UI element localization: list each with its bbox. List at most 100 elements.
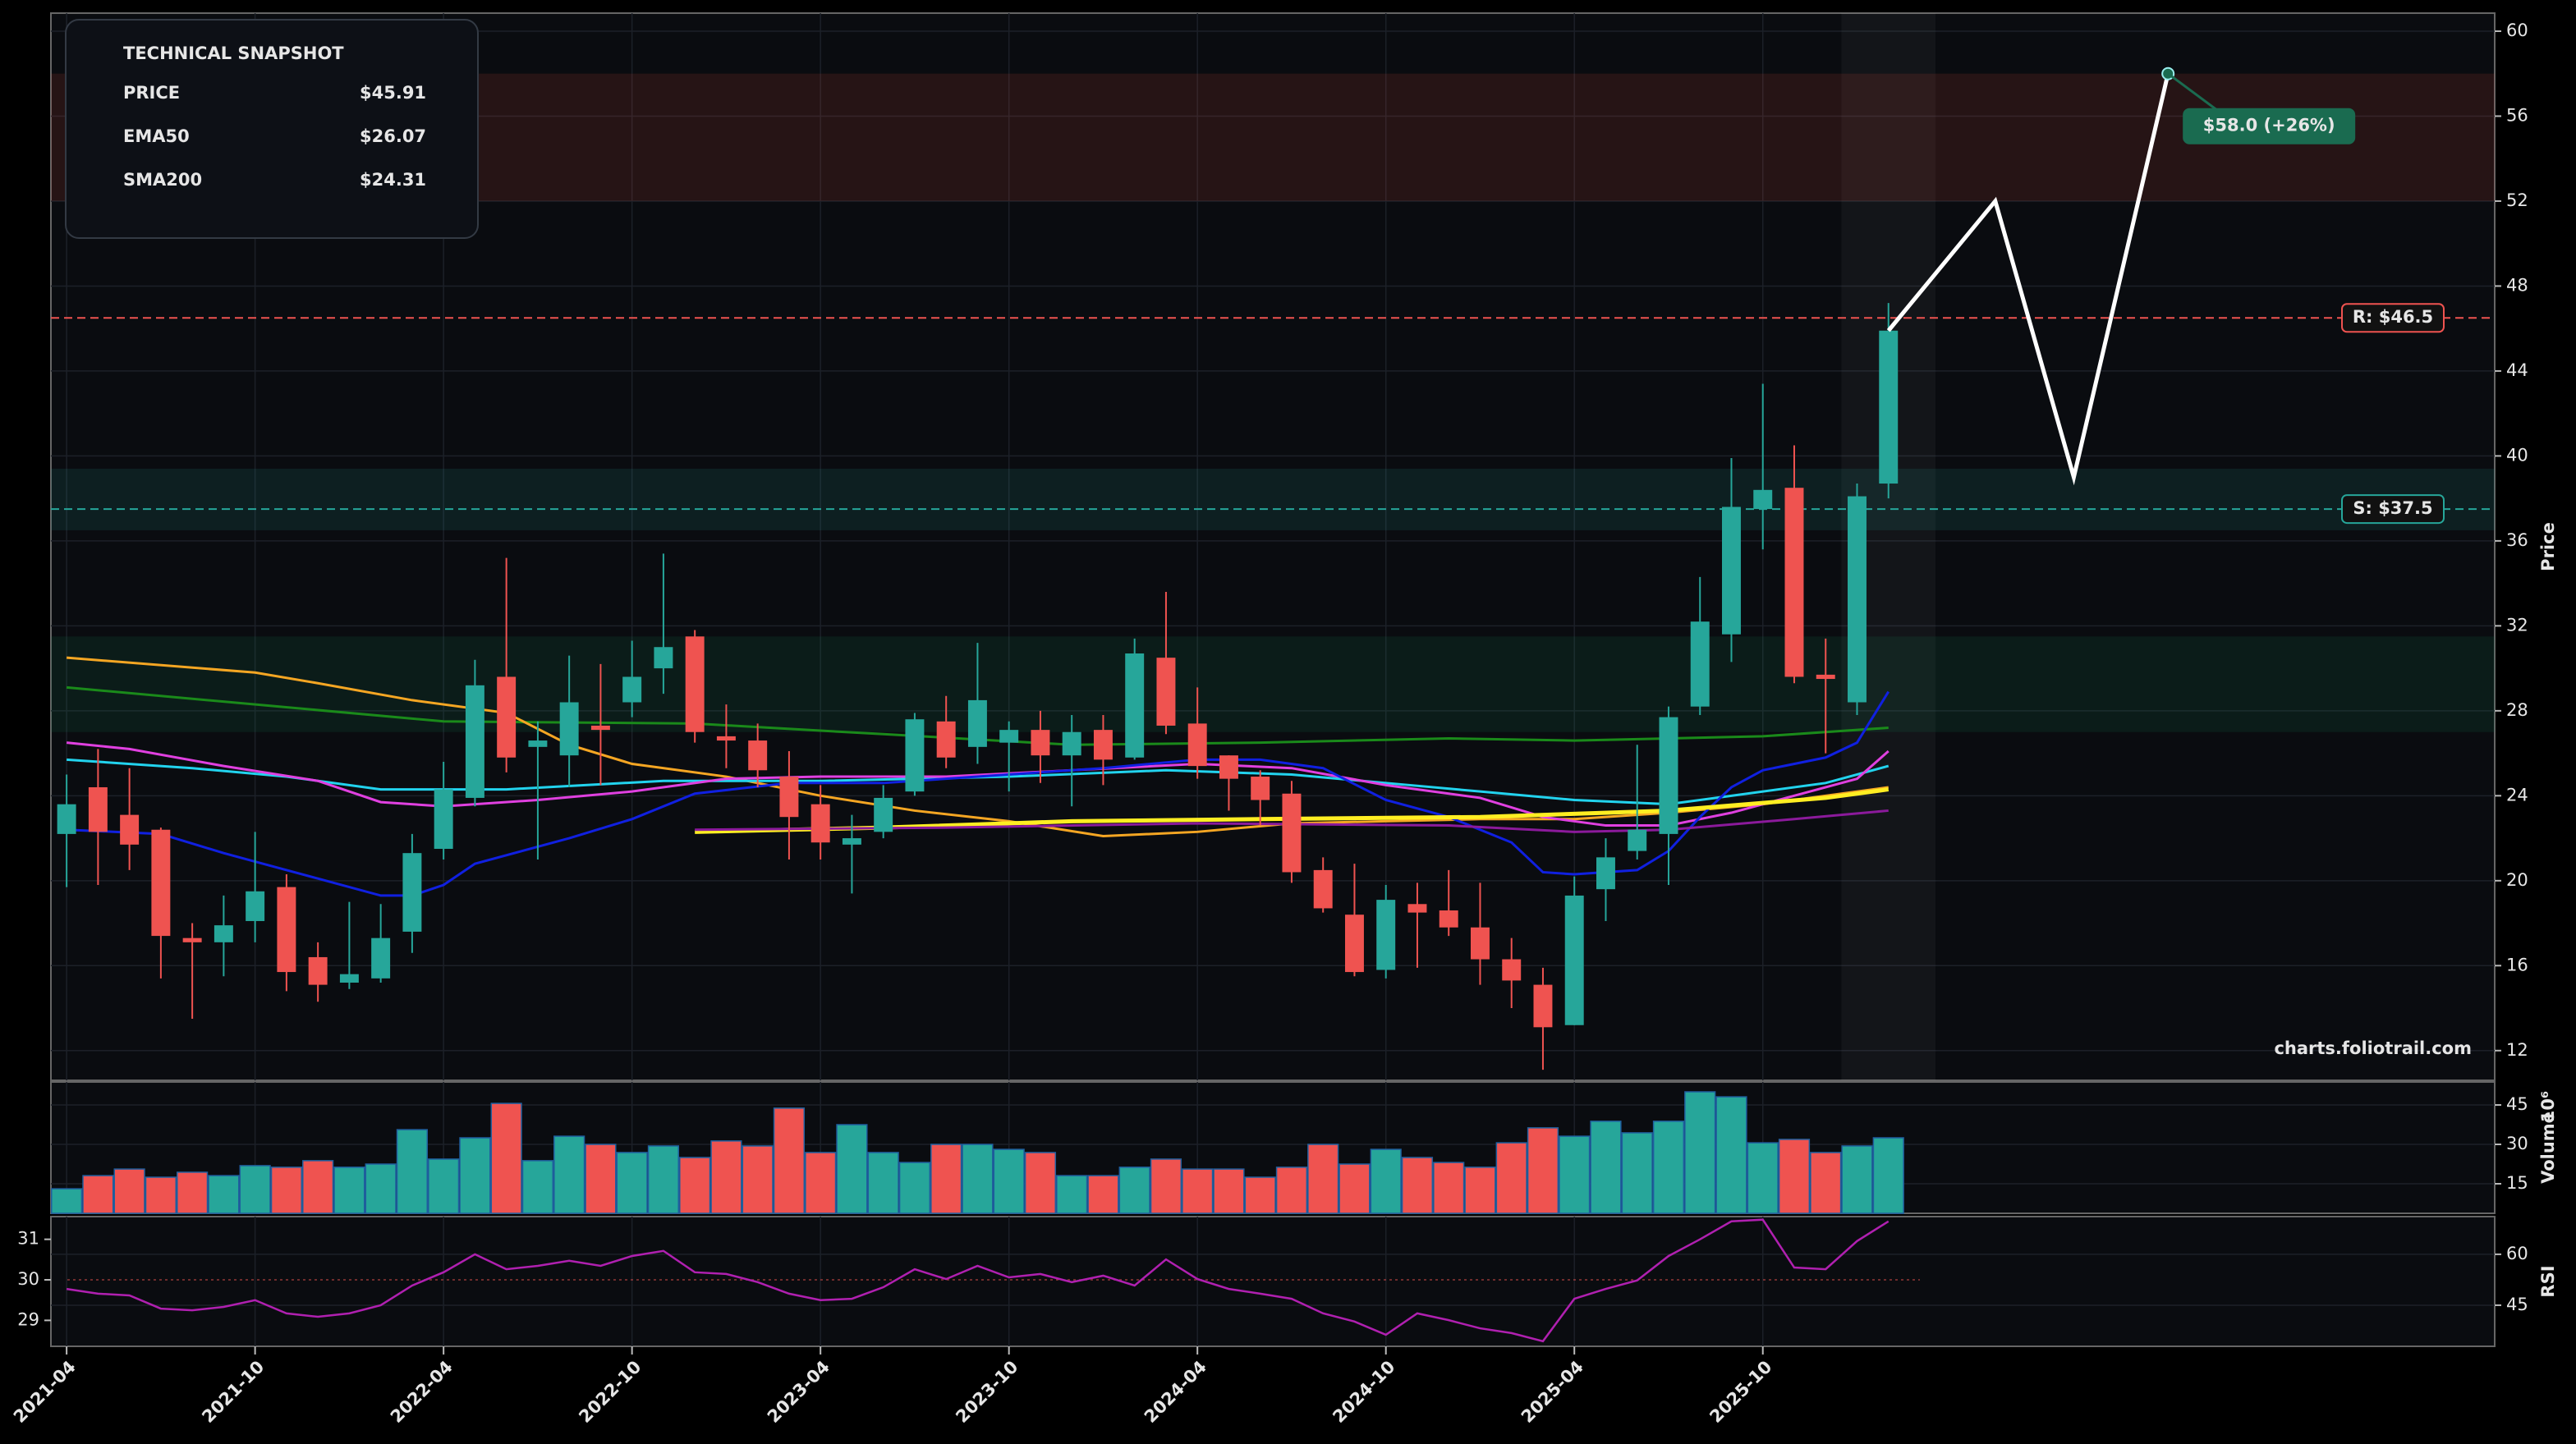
y-tick-label: 52 [2506, 190, 2528, 210]
ma-line [695, 787, 1890, 834]
candle-body [748, 740, 768, 771]
candle-body [1156, 658, 1176, 726]
candle-body [528, 740, 548, 747]
candle-body [1784, 488, 1804, 677]
volume-bar [1307, 1144, 1339, 1214]
volume-bar [177, 1171, 209, 1214]
volume-bar [679, 1157, 711, 1214]
volume-bar [1684, 1091, 1716, 1214]
volume-bar [742, 1145, 774, 1214]
volume-bar [1652, 1121, 1685, 1214]
candle-body [308, 956, 328, 985]
volume-bar [1339, 1163, 1371, 1214]
x-tick-label: 2025-10 [1706, 1357, 1775, 1427]
volume-bar [1182, 1168, 1214, 1214]
candle-body [936, 721, 956, 758]
candle-body [1125, 653, 1145, 758]
candle-body [1659, 717, 1678, 834]
snapshot-label: EMA50 [123, 126, 190, 146]
target-box [2183, 108, 2356, 144]
candle-body [559, 702, 579, 756]
volume-bar [208, 1175, 240, 1214]
y-axis-label: Volume [2538, 1112, 2558, 1184]
y-tick-label: 44 [2506, 360, 2528, 380]
volume-bar [51, 1188, 83, 1214]
y-tick-label: 45 [2506, 1094, 2528, 1114]
volume-bar [459, 1137, 491, 1214]
candle-body [1439, 910, 1458, 928]
y-tick-label: 24 [2506, 785, 2528, 805]
candle-body [1219, 755, 1238, 779]
x-tick-label: 2022-10 [575, 1357, 645, 1427]
ma-line [67, 758, 1890, 806]
snapshot-box [65, 19, 479, 239]
candle-body [497, 676, 517, 758]
watermark: charts.foliotrail.com [2274, 1038, 2472, 1058]
volume-bar [521, 1160, 554, 1214]
y-axis-label: Price [2538, 522, 2558, 571]
volume-offset: 10⁶ [2538, 1091, 2558, 1122]
candle-body [1533, 984, 1553, 1028]
candle-body [1502, 959, 1522, 981]
volume-bar [553, 1135, 585, 1214]
candle-body [1062, 731, 1081, 756]
candle-body [905, 719, 925, 792]
x-tick-label: 2023-04 [764, 1357, 833, 1427]
rsi-line [66, 1218, 1890, 1343]
candle-body [1879, 330, 1899, 484]
volume-bar [145, 1176, 177, 1214]
candle-body [1344, 915, 1364, 973]
x-tick-label: 2022-04 [387, 1357, 457, 1427]
left-y-tick-label: 30 [17, 1269, 39, 1289]
candle-body [88, 786, 108, 832]
snapshot-label: SMA200 [123, 170, 202, 190]
y-tick-label: 60 [2506, 1244, 2528, 1263]
candle-body [1282, 793, 1302, 873]
candle-body [590, 725, 610, 731]
snapshot-label: PRICE [123, 83, 180, 103]
candle-body [1564, 895, 1584, 1025]
y-tick-label: 20 [2506, 870, 2528, 890]
candle-body [1093, 730, 1113, 760]
candle-body [716, 736, 736, 741]
candle-body [1187, 723, 1207, 767]
y-tick-label: 32 [2506, 615, 2528, 635]
x-tick-label: 2023-10 [952, 1357, 1022, 1427]
level-box [2341, 494, 2445, 525]
ma-line [695, 809, 1889, 833]
candle-body [1848, 496, 1867, 703]
ma-line [67, 690, 1890, 897]
candle-body [685, 636, 705, 732]
candle-body [1313, 869, 1333, 909]
snapshot-title: TECHNICAL SNAPSHOT [123, 44, 344, 63]
level-box [2341, 303, 2445, 333]
volume-bar [585, 1144, 617, 1214]
candle-body [214, 925, 233, 942]
volume-bar [898, 1162, 931, 1214]
volume-bar [1087, 1175, 1119, 1214]
candle-body [57, 804, 76, 834]
volume-bar [616, 1152, 648, 1214]
candle-body [779, 777, 799, 818]
x-tick-label: 2021-04 [10, 1357, 80, 1427]
volume-bar [1056, 1175, 1088, 1214]
volume-bar [1872, 1137, 1904, 1214]
volume-bar [239, 1165, 271, 1214]
volume-bar [333, 1167, 365, 1214]
volume-bar [773, 1107, 806, 1214]
level-label: S: $37.5 [2353, 498, 2432, 518]
y-tick-label: 15 [2506, 1173, 2528, 1193]
level-label: R: $46.5 [2353, 307, 2433, 327]
volume-bar [1527, 1127, 1559, 1214]
candle-body [120, 814, 140, 845]
zone [51, 636, 2495, 732]
candle-body [182, 937, 202, 942]
volume-bar [836, 1124, 868, 1214]
candle-body [371, 937, 391, 979]
candle-body [874, 797, 893, 832]
candle-body [339, 974, 359, 983]
candle-body [1251, 777, 1270, 800]
left-y-tick-label: 31 [17, 1229, 39, 1249]
candle-body [465, 685, 484, 798]
